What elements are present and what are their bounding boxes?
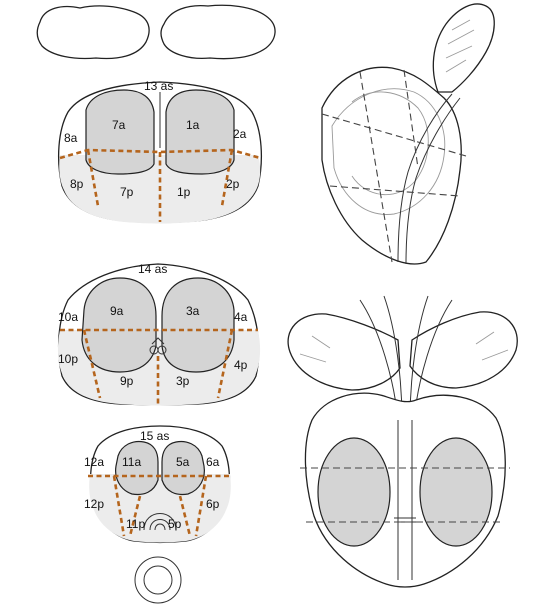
apex-label-left-lateral-anterior: 6a [206,455,220,469]
apex-label-left-posterior: 5p [168,517,182,531]
sagittal-prostate-body [321,66,462,265]
seminal-vesicle-right-icon [36,5,150,60]
apex-right-lobe [115,440,159,496]
coronal-planes [300,467,510,523]
base-label-left-posterior: 1p [177,185,191,199]
coronal-seminal-vesicle-left [409,311,518,389]
mid-label-anterior-stroma: 14 as [138,262,167,276]
mid-label-right-lateral-anterior: 10a [58,310,78,324]
mid-right-lobe [81,277,157,373]
seminal-vesicles [36,4,276,60]
sagittal-urethra [397,93,461,265]
base-label-right-lateral-anterior: 8a [64,131,78,145]
mid-label-right-lateral-posterior: 10p [58,352,78,366]
mid-left-lobe [161,277,235,373]
base-label-left-anterior: 1a [186,118,200,132]
urethra-sphincter-icon [143,513,177,531]
base-label-right-posterior: 7p [120,185,134,199]
base-section: 13 as 7a 1a 8a 2a 8p 7p 1p 2p [58,79,262,224]
urethra-ring-icon [134,556,182,604]
base-label-left-lateral-posterior: 2p [226,177,240,191]
coronal-urethra [394,420,416,580]
apex-label-right-anterior: 11a [122,455,141,469]
coronal-prostate-icon [287,295,518,588]
verumontanum-icon [149,337,167,355]
mid-vertical-dividers [82,329,234,404]
base-label-right-lateral-posterior: 8p [70,177,84,191]
coronal-seminal-vesicle-right [287,313,401,391]
apex-section: 15 as 11a 5a 12a 6a 12p 11p 5p 6p [84,425,232,544]
apex-label-right-lateral-posterior: 12p [84,497,104,511]
apex-left-lobe [161,440,205,496]
apex-label-right-lateral-anterior: 12a [84,455,104,469]
base-label-left-lateral-anterior: 2a [233,127,247,141]
sagittal-prostate-icon [321,3,495,265]
mid-label-left-lateral-anterior: 4a [234,310,248,324]
seminal-vesicle-left-icon [160,4,276,60]
apex-vertical-dividers [112,475,208,537]
mid-section: 14 as 9a 3a 10a 4a 10p 9p 3p 4p [57,262,261,406]
apex-label-left-lateral-posterior: 6p [206,497,220,511]
coronal-right-lobe [317,437,391,547]
sagittal-seminal-vesicle [432,3,495,93]
mid-label-left-anterior: 3a [186,304,200,318]
mid-label-right-posterior: 9p [120,374,134,388]
apex-peripheral-zone [89,474,231,543]
apex-label-right-posterior: 11p [126,517,145,531]
base-vertical-dividers [86,149,234,222]
coronal-left-lobe [419,437,493,547]
base-label-right-anterior: 7a [112,118,126,132]
base-right-lobe [85,89,155,175]
base-label-anterior-stroma: 13 as [144,79,173,93]
apex-label-anterior-stroma: 15 as [140,429,169,443]
base-left-lobe [165,89,235,175]
mid-label-right-anterior: 9a [110,304,124,318]
apex-label-left-anterior: 5a [176,455,190,469]
mid-label-left-posterior: 3p [176,374,190,388]
base-horizontal-divider [59,148,261,160]
mid-label-left-lateral-posterior: 4p [234,358,248,372]
